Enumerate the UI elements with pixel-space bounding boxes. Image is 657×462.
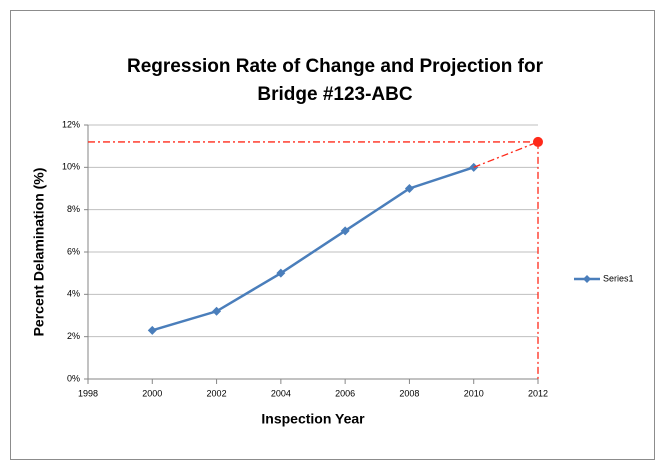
x-tick-label: 2008	[399, 388, 419, 398]
chart-border	[10, 10, 655, 460]
x-tick-label: 2006	[335, 388, 355, 398]
y-axis-label: Percent Delamination (%)	[31, 168, 47, 337]
y-tick-label: 6%	[67, 246, 80, 256]
x-axis-label: Inspection Year	[261, 411, 365, 427]
projection-point	[533, 136, 543, 147]
y-tick-label: 2%	[67, 331, 80, 341]
legend-marker	[583, 275, 591, 283]
data-point	[340, 226, 350, 236]
data-point	[147, 325, 157, 335]
chart-title-line2: Bridge #123-ABC	[257, 84, 412, 105]
x-tick-label: 2002	[207, 388, 227, 398]
data-point	[212, 306, 222, 316]
y-tick-label: 4%	[67, 289, 80, 299]
y-tick-label: 0%	[67, 373, 80, 383]
x-tick-label: 2004	[271, 388, 291, 398]
x-tick-label: 2010	[464, 388, 484, 398]
y-tick-label: 8%	[67, 204, 80, 214]
x-tick-label: 1998	[78, 388, 98, 398]
projection-line	[473, 141, 539, 168]
y-tick-label: 12%	[62, 119, 80, 129]
chart-title-line1: Regression Rate of Change and Projection…	[127, 56, 544, 77]
data-point	[276, 268, 286, 278]
series-line	[151, 166, 475, 332]
data-point	[404, 184, 414, 193]
x-tick-label: 2012	[528, 388, 548, 398]
x-tick-label: 2000	[142, 388, 162, 398]
y-tick-label: 10%	[62, 162, 80, 172]
legend-label: Series1	[603, 273, 634, 283]
